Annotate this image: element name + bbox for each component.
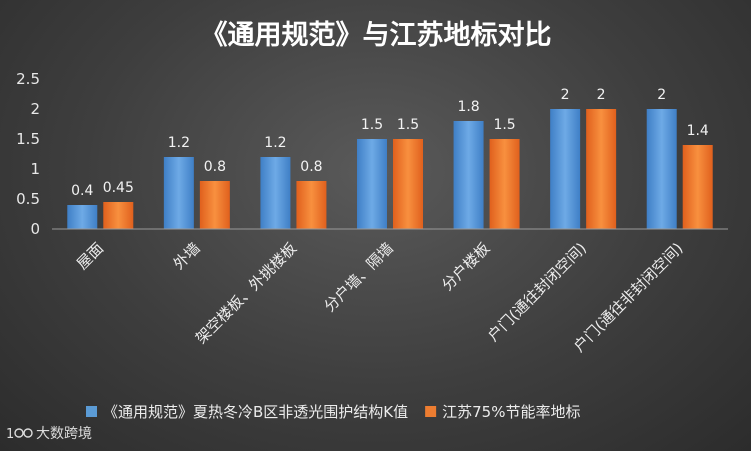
- bars-group: [67, 109, 713, 229]
- bar-series-1: [357, 139, 387, 229]
- chart-title: 《通用规范》与江苏地标对比: [201, 20, 552, 51]
- data-label: 0.45: [103, 180, 134, 196]
- legend-swatch-series-2: [425, 406, 437, 417]
- legend-swatch-series-1: [86, 406, 97, 417]
- svg-text:1: 1: [6, 427, 14, 442]
- bar-series-1: [163, 157, 194, 229]
- y-tick-label: 1.5: [16, 130, 40, 148]
- data-label: 1.4: [687, 123, 709, 139]
- y-tick-label: 2: [30, 100, 40, 118]
- data-label: 1.2: [168, 135, 190, 151]
- category-label: 屋面: [73, 239, 107, 273]
- data-label: 1.5: [361, 117, 383, 133]
- logo-icon: 1: [6, 427, 33, 442]
- data-label: 1.5: [397, 117, 419, 133]
- data-label: 1.2: [264, 135, 286, 151]
- legend-label-series-2: 江苏75%节能率地标: [442, 403, 580, 421]
- y-tick-label: 0.5: [16, 190, 40, 208]
- category-label: 分户墙、隔墙: [320, 239, 396, 315]
- bar-series-2: [199, 181, 230, 229]
- y-tick-label: 0: [30, 220, 40, 238]
- bar-series-1: [260, 157, 291, 229]
- bar-series-2: [489, 139, 520, 229]
- y-tick-label: 1: [30, 160, 40, 178]
- category-label: 户门(通往封闭空间): [484, 239, 590, 345]
- legend: 《通用规范》夏热冬冷B区非透光围护结构K值 江苏75%节能率地标: [86, 403, 580, 421]
- data-label: 0.8: [300, 159, 322, 175]
- data-label: 2: [597, 87, 606, 103]
- bar-series-1: [67, 205, 98, 229]
- legend-label-series-1: 《通用规范》夏热冬冷B区非透光围护结构K值: [103, 403, 408, 421]
- category-label: 分户楼板: [438, 239, 493, 294]
- bar-series-1: [453, 121, 484, 229]
- watermark: 1 大数跨境: [6, 426, 92, 442]
- y-tick-label: 2.5: [16, 70, 40, 88]
- category-label: 外墙: [170, 239, 204, 273]
- data-label: 0.4: [71, 183, 93, 199]
- data-label: 2: [561, 87, 570, 103]
- data-label: 2: [657, 87, 666, 103]
- bar-series-2: [393, 139, 423, 229]
- bar-series-2: [586, 109, 617, 229]
- bar-series-1: [646, 109, 677, 229]
- bar-series-1: [550, 109, 581, 229]
- bar-series-2: [103, 202, 134, 229]
- data-label: 1.5: [493, 117, 515, 133]
- data-labels-group: 0.4 0.45 1.2 0.8 1.2 0.8 1.5 1.5 1.8 1.5 2 2 2 1.4: [71, 87, 709, 199]
- bar-series-2: [682, 145, 713, 229]
- category-label: 户门(通往非封闭空间): [570, 239, 686, 355]
- watermark-text: 大数跨境: [36, 426, 92, 442]
- y-axis: 0 0.5 1 1.5 2 2.5: [16, 70, 40, 238]
- category-label: 架空楼板、外挑楼板: [192, 239, 300, 347]
- data-label: 1.8: [457, 99, 479, 115]
- data-label: 0.8: [204, 159, 226, 175]
- bar-series-2: [296, 181, 327, 229]
